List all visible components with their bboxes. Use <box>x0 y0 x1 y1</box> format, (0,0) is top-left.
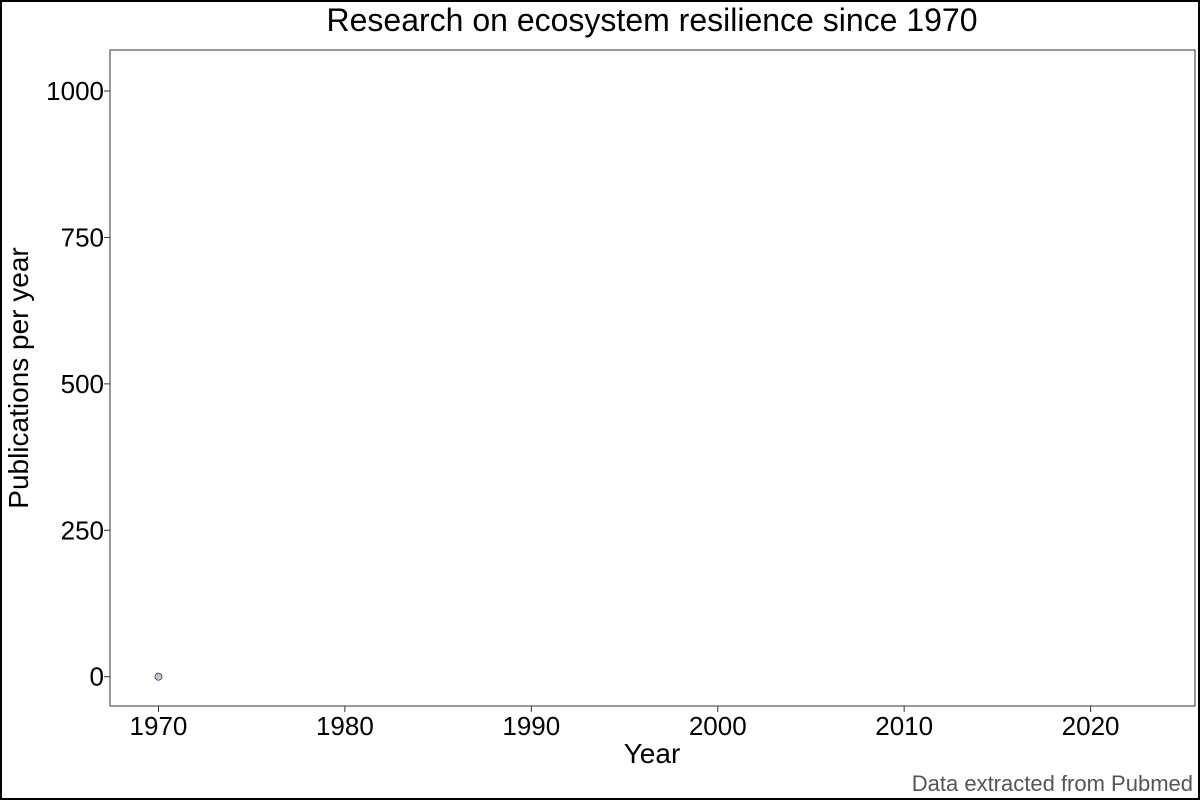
x-tick-label: 2010 <box>875 711 933 741</box>
y-tick-label: 0 <box>90 662 104 692</box>
x-tick-label: 1970 <box>130 711 188 741</box>
chart-title: Research on ecosystem resilience since 1… <box>327 2 978 38</box>
x-tick-label: 1980 <box>316 711 374 741</box>
x-axis-label: Year <box>624 738 681 769</box>
x-axis: 1970 1980 1990 2000 2010 2020 <box>130 706 1120 741</box>
x-tick-label: 1990 <box>502 711 560 741</box>
x-tick-label: 2020 <box>1062 711 1120 741</box>
x-tick-label: 2000 <box>689 711 747 741</box>
plot-panel <box>109 49 1196 707</box>
y-tick-label: 750 <box>61 222 104 252</box>
y-tick-label: 500 <box>61 369 104 399</box>
data-points <box>154 672 163 681</box>
y-axis: 0 250 500 750 1000 <box>46 76 110 692</box>
y-tick-label: 1000 <box>46 76 104 106</box>
data-point <box>154 672 163 681</box>
y-tick-label: 250 <box>61 515 104 545</box>
y-axis-label: Publications per year <box>3 247 34 508</box>
source-caption: Data extracted from Pubmed <box>912 771 1193 796</box>
